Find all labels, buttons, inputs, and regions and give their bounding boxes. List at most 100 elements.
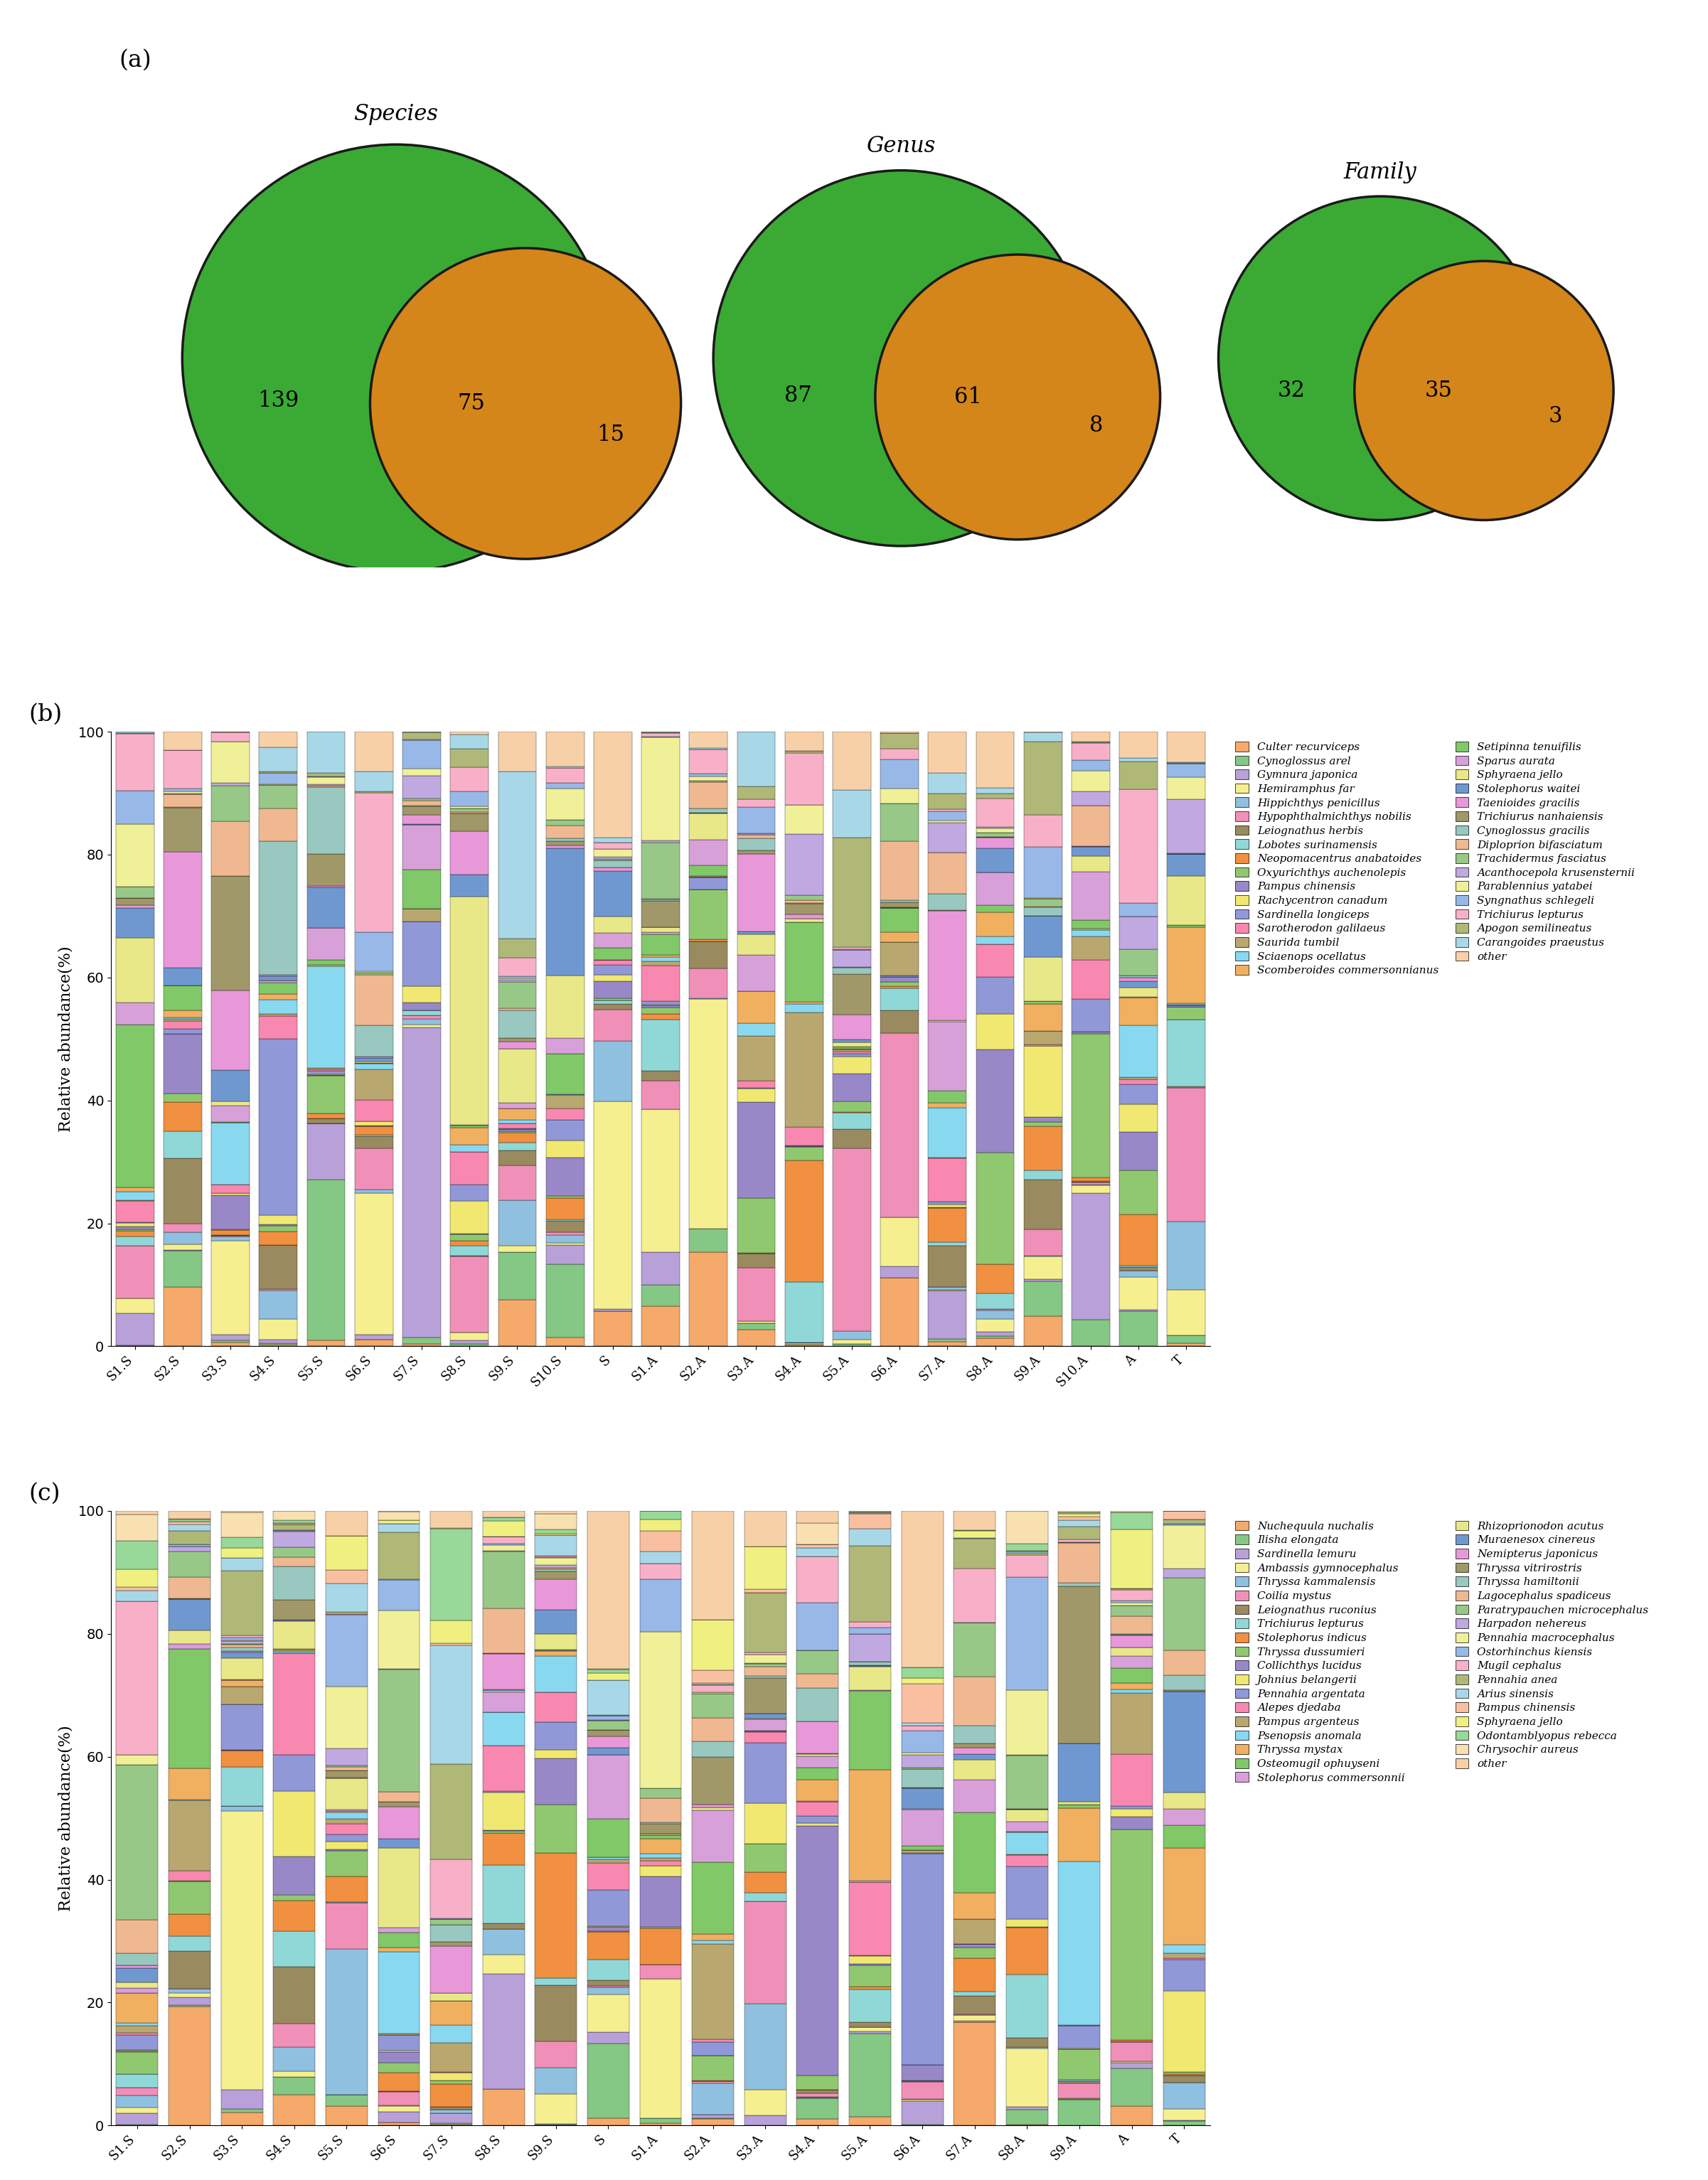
Bar xyxy=(483,1864,524,1923)
Bar xyxy=(642,1070,680,1081)
Bar xyxy=(975,935,1015,944)
Bar xyxy=(164,1158,202,1223)
Bar xyxy=(849,1990,892,2023)
Bar xyxy=(975,1310,1015,1319)
Bar xyxy=(786,1127,823,1144)
Bar xyxy=(499,1110,536,1121)
Bar xyxy=(483,1546,524,1550)
Bar xyxy=(212,1123,249,1184)
Bar xyxy=(927,1201,967,1206)
Bar xyxy=(499,983,536,1007)
Bar xyxy=(483,1792,524,1829)
Bar xyxy=(1119,1131,1158,1171)
Bar xyxy=(403,922,441,985)
Bar xyxy=(273,2047,316,2071)
Bar xyxy=(953,1622,996,1676)
Bar xyxy=(499,1247,536,1251)
Bar xyxy=(1023,846,1062,898)
Bar xyxy=(164,852,202,968)
Bar xyxy=(273,1548,316,1557)
Bar xyxy=(326,1611,367,1613)
Bar xyxy=(975,1336,1015,1339)
Bar xyxy=(588,1720,629,1731)
Bar xyxy=(692,2082,734,2084)
Bar xyxy=(116,887,154,898)
Bar xyxy=(1163,1809,1204,1825)
Bar xyxy=(377,1849,420,1927)
Bar xyxy=(738,1197,775,1253)
Bar xyxy=(355,1192,393,1334)
Bar xyxy=(483,1953,524,1973)
Bar xyxy=(547,1199,584,1219)
Bar xyxy=(430,1511,471,1528)
Bar xyxy=(745,1744,786,1803)
Bar xyxy=(169,1522,210,1524)
Bar xyxy=(796,2091,839,2093)
Bar xyxy=(307,1123,345,1179)
Bar xyxy=(451,1245,488,1256)
Bar xyxy=(594,1308,632,1312)
Bar xyxy=(953,1676,996,1727)
Bar xyxy=(169,1870,210,1881)
Bar xyxy=(212,1195,249,1230)
Bar xyxy=(403,800,441,807)
Bar xyxy=(430,2110,471,2112)
Bar xyxy=(786,900,823,903)
Bar xyxy=(1006,1975,1049,2038)
Bar xyxy=(451,831,488,874)
Bar xyxy=(535,1528,577,1535)
Bar xyxy=(499,977,536,979)
Bar xyxy=(164,1232,202,1245)
Bar xyxy=(902,1809,943,1846)
Text: (c): (c) xyxy=(29,1482,60,1504)
Bar xyxy=(326,1687,367,1748)
Bar xyxy=(796,1602,839,1650)
Bar xyxy=(326,1842,367,1849)
Bar xyxy=(535,1535,577,1557)
Bar xyxy=(451,767,488,791)
Bar xyxy=(116,1230,154,1236)
Bar xyxy=(1071,807,1110,846)
Bar xyxy=(953,1759,996,1779)
Bar xyxy=(169,1598,210,1631)
Bar xyxy=(535,1986,577,2040)
Bar xyxy=(738,1321,775,1323)
Bar xyxy=(849,2117,892,2126)
Bar xyxy=(902,1683,943,1722)
Bar xyxy=(355,933,393,972)
Bar xyxy=(377,1524,420,1533)
Bar xyxy=(116,1025,154,1188)
Bar xyxy=(403,807,441,815)
Bar xyxy=(1006,2108,1049,2110)
Bar xyxy=(1167,732,1206,763)
Bar xyxy=(834,1149,871,1330)
Bar xyxy=(1006,1690,1049,1755)
Bar xyxy=(535,1805,577,1853)
Bar xyxy=(745,1679,786,1713)
Bar xyxy=(499,1123,536,1129)
Bar xyxy=(594,1040,632,1101)
Bar xyxy=(451,807,488,809)
Bar xyxy=(690,750,728,774)
Bar xyxy=(535,1657,577,1692)
Bar xyxy=(547,1339,584,1347)
Bar xyxy=(796,1650,839,1674)
Bar xyxy=(307,1070,345,1075)
Bar xyxy=(403,815,441,824)
Bar xyxy=(692,1805,734,1807)
Bar xyxy=(953,1812,996,1892)
Bar xyxy=(326,1822,367,1833)
Bar xyxy=(953,1727,996,1744)
Bar xyxy=(953,1511,996,1530)
Bar xyxy=(547,1110,584,1121)
Bar xyxy=(927,1245,967,1286)
Bar xyxy=(786,896,823,900)
Bar xyxy=(164,794,202,807)
Bar xyxy=(220,2112,263,2126)
Bar xyxy=(116,2051,159,2073)
Bar xyxy=(260,1319,297,1341)
Bar xyxy=(326,1833,367,1842)
Bar xyxy=(786,1160,823,1282)
Bar xyxy=(1059,1862,1100,2025)
Bar xyxy=(975,798,1015,826)
